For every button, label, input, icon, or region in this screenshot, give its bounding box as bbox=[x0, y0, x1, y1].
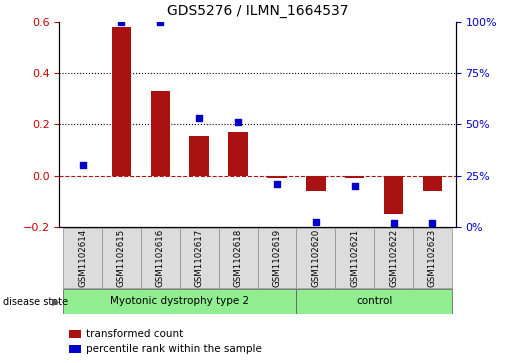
FancyBboxPatch shape bbox=[102, 228, 141, 288]
Text: GSM1102619: GSM1102619 bbox=[272, 229, 281, 287]
FancyBboxPatch shape bbox=[63, 289, 296, 314]
Point bbox=[234, 119, 242, 125]
Text: GSM1102621: GSM1102621 bbox=[350, 229, 359, 287]
Text: GSM1102614: GSM1102614 bbox=[78, 229, 87, 287]
Point bbox=[312, 219, 320, 225]
Point bbox=[78, 163, 87, 168]
FancyBboxPatch shape bbox=[141, 228, 180, 288]
FancyBboxPatch shape bbox=[374, 228, 413, 288]
FancyBboxPatch shape bbox=[180, 228, 219, 288]
Bar bbox=[306, 176, 325, 191]
Text: ▶: ▶ bbox=[52, 297, 59, 307]
Text: GSM1102620: GSM1102620 bbox=[311, 229, 320, 287]
Point bbox=[117, 19, 126, 25]
Text: GSM1102618: GSM1102618 bbox=[234, 229, 243, 287]
Bar bbox=[69, 330, 81, 338]
Bar bbox=[228, 132, 248, 176]
Point bbox=[195, 115, 203, 121]
FancyBboxPatch shape bbox=[296, 228, 335, 288]
Bar bbox=[112, 27, 131, 176]
Title: GDS5276 / ILMN_1664537: GDS5276 / ILMN_1664537 bbox=[167, 4, 348, 18]
Text: GSM1102617: GSM1102617 bbox=[195, 229, 204, 287]
Bar bbox=[69, 345, 81, 353]
Bar bbox=[345, 176, 365, 178]
Text: GSM1102616: GSM1102616 bbox=[156, 229, 165, 287]
Point bbox=[351, 183, 359, 189]
Text: GSM1102623: GSM1102623 bbox=[428, 229, 437, 287]
Point bbox=[428, 220, 437, 226]
Point bbox=[389, 220, 398, 226]
Text: GSM1102622: GSM1102622 bbox=[389, 229, 398, 287]
Text: Myotonic dystrophy type 2: Myotonic dystrophy type 2 bbox=[110, 296, 249, 306]
FancyBboxPatch shape bbox=[258, 228, 296, 288]
Text: transformed count: transformed count bbox=[86, 329, 183, 339]
Text: GSM1102615: GSM1102615 bbox=[117, 229, 126, 287]
Point bbox=[156, 19, 164, 25]
Bar bbox=[190, 136, 209, 176]
Bar bbox=[384, 176, 403, 214]
Bar bbox=[267, 176, 287, 178]
Text: disease state: disease state bbox=[3, 297, 67, 307]
FancyBboxPatch shape bbox=[335, 228, 374, 288]
FancyBboxPatch shape bbox=[413, 228, 452, 288]
Text: control: control bbox=[356, 296, 392, 306]
FancyBboxPatch shape bbox=[63, 228, 102, 288]
FancyBboxPatch shape bbox=[219, 228, 258, 288]
Point bbox=[273, 181, 281, 187]
Bar bbox=[150, 91, 170, 176]
Text: percentile rank within the sample: percentile rank within the sample bbox=[86, 344, 262, 354]
FancyBboxPatch shape bbox=[296, 289, 452, 314]
Bar bbox=[423, 176, 442, 191]
